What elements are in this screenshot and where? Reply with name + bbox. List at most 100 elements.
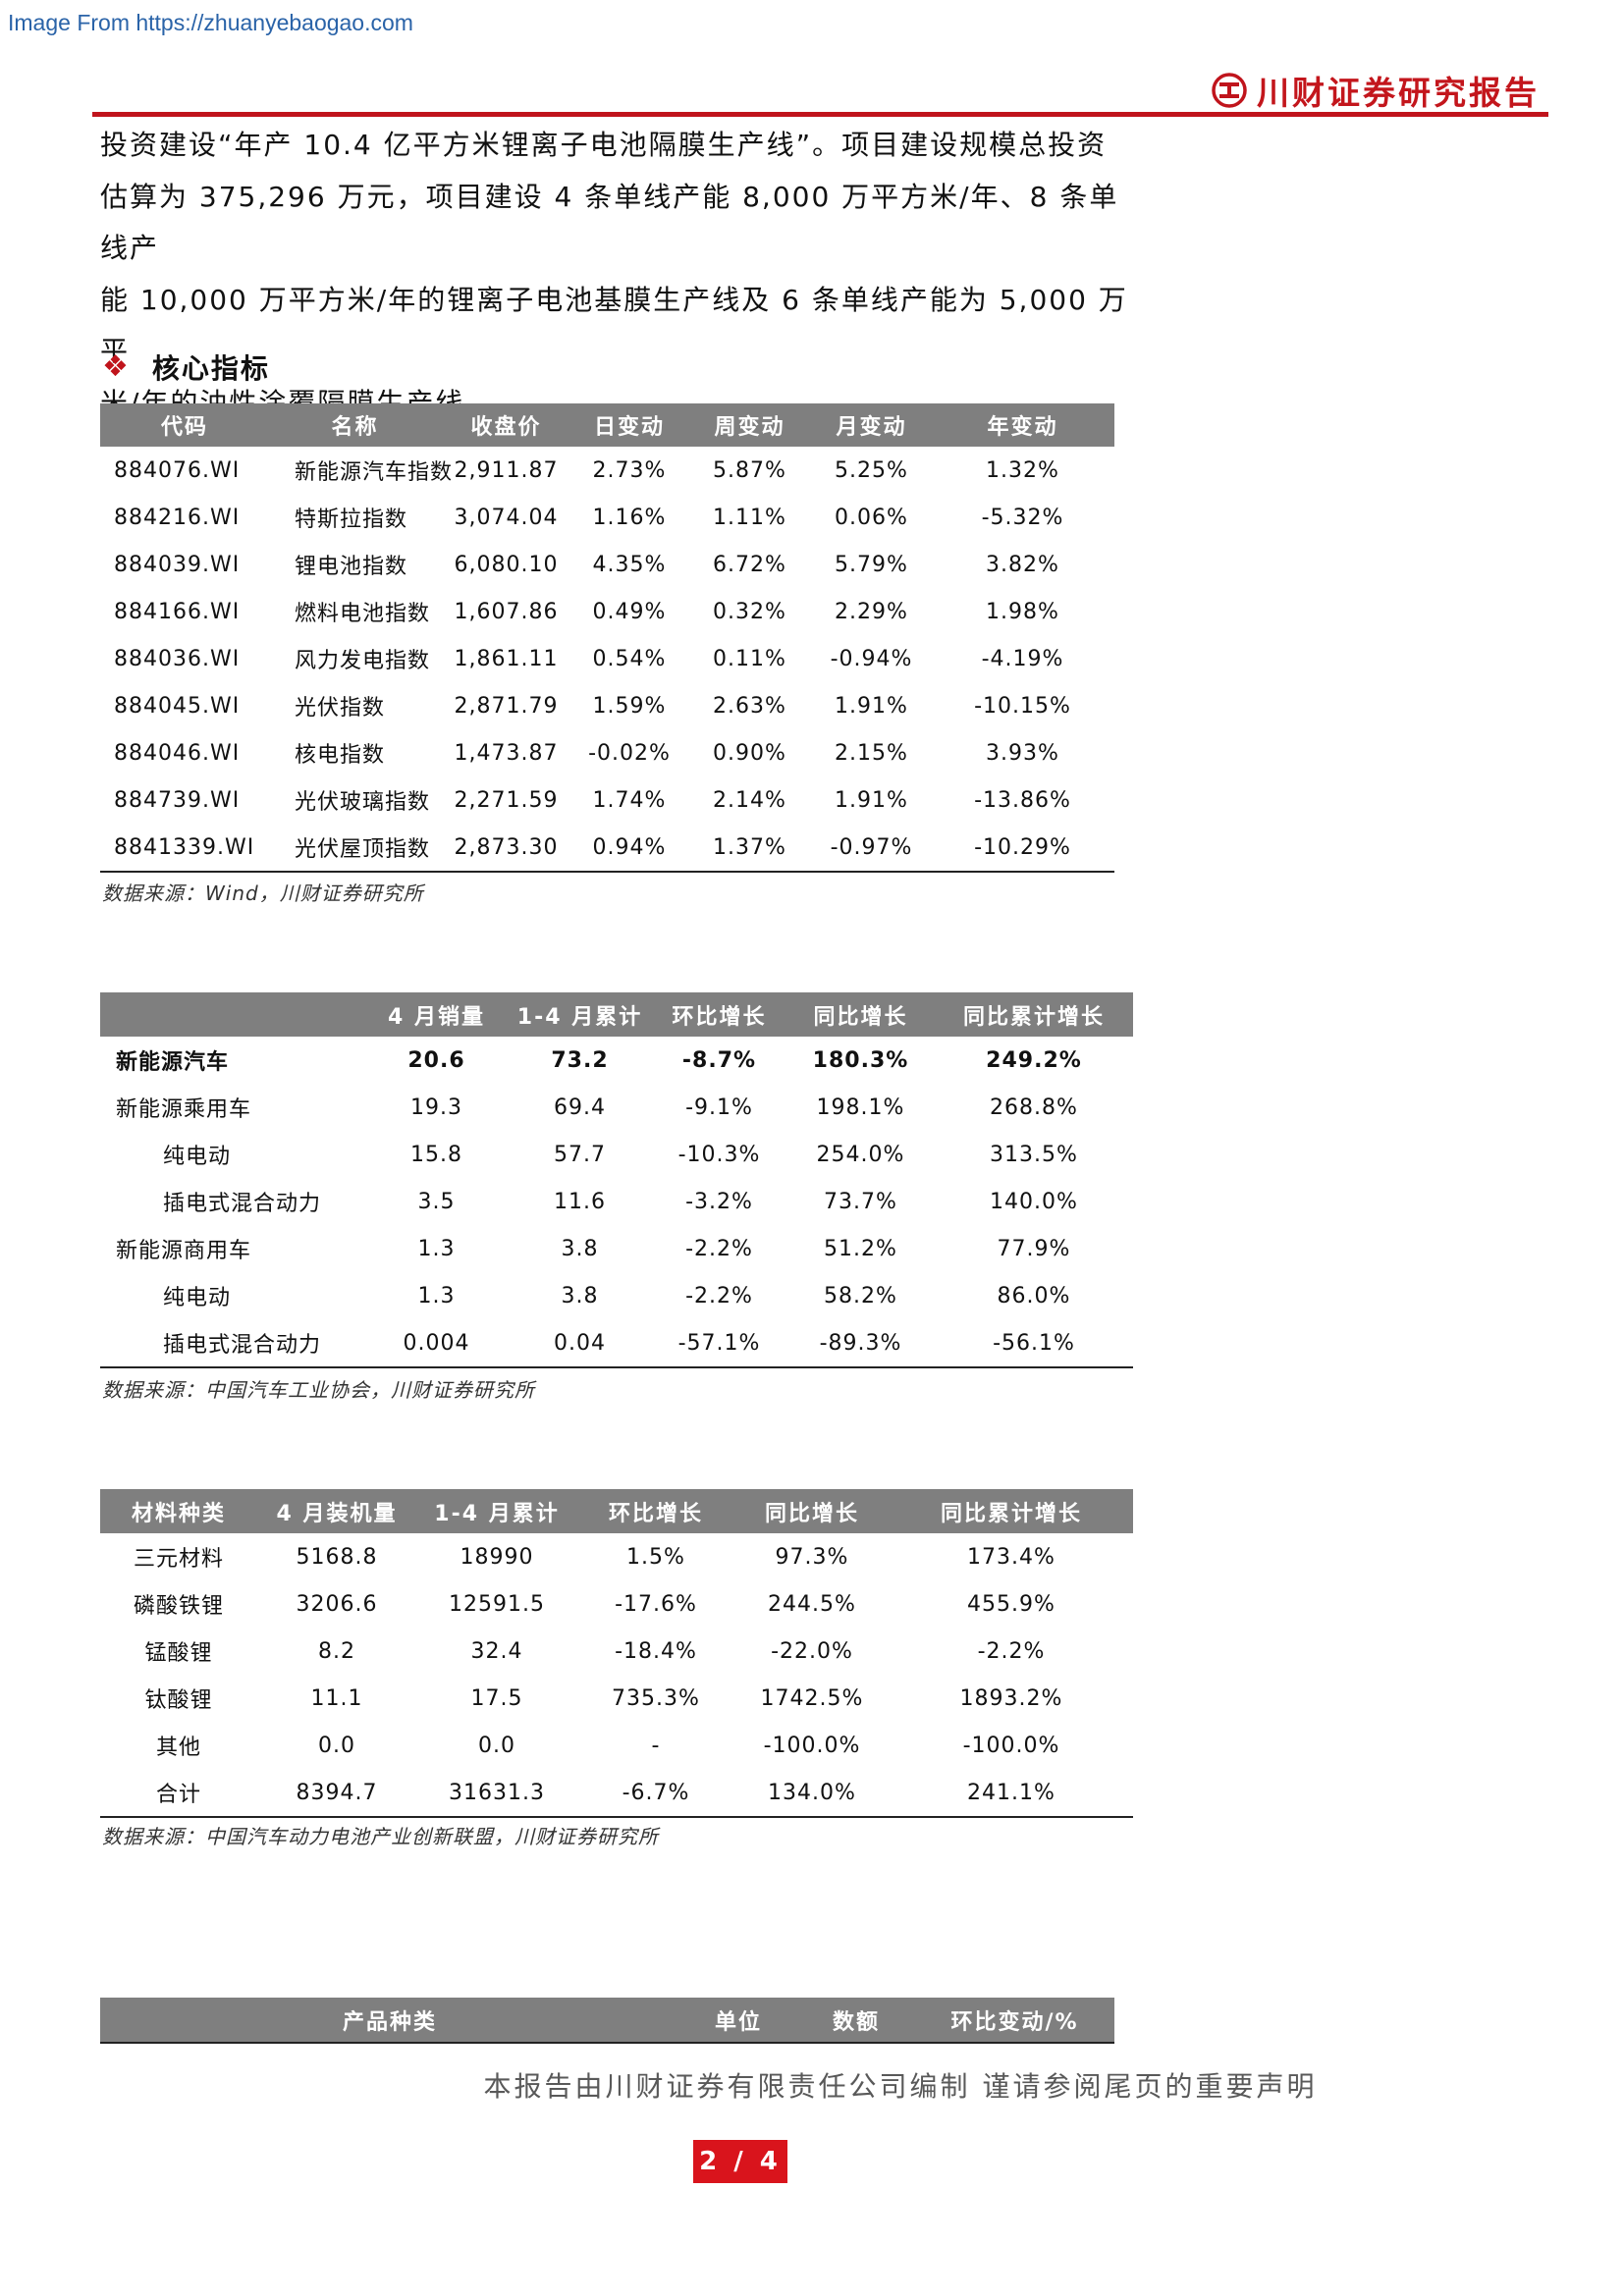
table-cell: 1.98% (986, 599, 1059, 624)
table-cell: 8.2 (318, 1638, 355, 1664)
footer-disclaimer: 本报告由川财证券有限责任公司编制 谨请参阅尾页的重要声明 (483, 2070, 1318, 2103)
nev-sales-table: 4 月销量 1-4 月累计 环比增长 同比增长 同比累计增长 新能源汽车 20.6… (100, 992, 1133, 1368)
table-cell: 198.1% (816, 1095, 905, 1120)
brand-name: 川财证券研究报告 (1257, 74, 1540, 112)
table-cell: 249.2% (986, 1047, 1082, 1073)
table-row: 新能源乘用车 19.3 69.4 -9.1% 198.1% 268.8% (100, 1084, 1133, 1131)
table-cell: 31631.3 (416, 1769, 577, 1818)
column-header: 环比变动/% (915, 1998, 1114, 2044)
table-cell: 1,607.86 (454, 599, 559, 624)
section-heading: ❖ 核心指标 (102, 347, 270, 387)
table-cell: 884739.WI (114, 787, 241, 813)
table-header-row: 代码 名称 收盘价 日变动 周变动 月变动 年变动 (100, 403, 1114, 447)
table-row: 884039.WI 锂电池指数 6,080.10 4.35% 6.72% 5.79% 3.8… (100, 541, 1114, 588)
column-header: 周变动 (687, 403, 812, 447)
table-row: 插电式混合动力 3.5 11.6 -3.2% 73.7% 140.0% (100, 1178, 1133, 1225)
table-cell: 241.1% (890, 1769, 1133, 1818)
table-row: 磷酸铁锂 3206.6 12591.5 -17.6% 244.5% 455.9% (100, 1580, 1133, 1628)
table-cell: 3.5 (417, 1189, 456, 1214)
table-cell: 5.25% (835, 457, 908, 483)
table-cell: 1.11% (713, 505, 786, 530)
table-cell: 新能源汽车指数 (295, 460, 454, 485)
table-cell: 0.49% (592, 599, 667, 624)
column-header: 4 月装机量 (257, 1489, 416, 1533)
table-cell: -3.2% (685, 1189, 753, 1214)
column-header: 收盘价 (441, 403, 571, 447)
column-header: 环比增长 (577, 1489, 734, 1533)
column-header: 4 月销量 (365, 992, 508, 1037)
table-cell: 1893.2% (959, 1685, 1063, 1711)
table-cell: -8.7% (681, 1047, 757, 1073)
table-cell: 1.3 (417, 1283, 456, 1308)
column-header: 同比增长 (786, 992, 935, 1037)
table-row: 新能源汽车 20.6 73.2 -8.7% 180.3% 249.2% (100, 1037, 1133, 1084)
table-cell: 3.82% (986, 552, 1059, 577)
product-table: 产品种类 单位 数额 环比变动/% (100, 1998, 1114, 2044)
intro-line: 能 10,000 万平方米/年的锂离子电池基膜生产线及 6 条单线产能为 5,0… (100, 283, 1128, 368)
table-cell: 0.04 (508, 1319, 652, 1368)
table-cell: 2,871.79 (454, 693, 559, 719)
table-row: 纯电动 15.8 57.7 -10.3% 254.0% 313.5% (100, 1131, 1133, 1178)
section-title: 核心指标 (151, 352, 270, 385)
table-cell: 1.5% (626, 1544, 685, 1570)
table-cell: -22.0% (771, 1638, 853, 1664)
table-cell: 18990 (460, 1544, 534, 1570)
table-cell: 1.3 (417, 1236, 456, 1261)
table-cell: 钛酸锂 (144, 1688, 213, 1713)
table-header-row: 4 月销量 1-4 月累计 环比增长 同比增长 同比累计增长 (100, 992, 1133, 1037)
table2-source: 数据来源：中国汽车工业协会，川财证券研究所 (102, 1378, 535, 1402)
table-cell: 268.8% (990, 1095, 1078, 1120)
table-cell: 0.06% (835, 505, 908, 530)
table-row: 新能源商用车 1.3 3.8 -2.2% 51.2% 77.9% (100, 1225, 1133, 1272)
table-cell: 32.4 (470, 1638, 523, 1664)
table-cell: -100.0% (763, 1733, 861, 1758)
table-row: 插电式混合动力 0.004 0.04 -57.1% -89.3% -56.1% (100, 1319, 1133, 1368)
table-cell: 光伏指数 (295, 696, 386, 721)
watermark-link[interactable]: Image From https://zhuanyebaogao.com (8, 10, 413, 35)
table-cell: 15.8 (410, 1142, 462, 1167)
table-row: 884045.WI 光伏指数 2,871.79 1.59% 2.63% 1.91% -10.… (100, 682, 1114, 729)
table-row: 8841339.WI 光伏屋顶指数 2,873.30 0.94% 1.37% -0.97%… (100, 824, 1114, 873)
table-cell: 核电指数 (295, 743, 386, 768)
table-cell: 0.94% (571, 824, 687, 873)
header-rule (92, 112, 1548, 117)
column-header: 环比增长 (652, 992, 786, 1037)
table-cell: 纯电动 (163, 1286, 232, 1310)
table-cell: 新能源商用车 (116, 1239, 252, 1263)
table-row: 884036.WI 风力发电指数 1,861.11 0.54% 0.11% -0.94% -… (100, 635, 1114, 682)
table-cell: 6.72% (713, 552, 786, 577)
table-cell: 0.54% (592, 646, 667, 671)
table-cell: 244.5% (768, 1591, 856, 1617)
table-cell: 73.2 (551, 1047, 609, 1073)
table-cell: 1.74% (592, 787, 667, 813)
table-cell: -13.86% (974, 787, 1071, 813)
table-cell: -6.7% (577, 1769, 734, 1818)
table-cell: 2.29% (835, 599, 908, 624)
table-row: 884046.WI 核电指数 1,473.87 -0.02% 0.90% 2.15% 3.9… (100, 729, 1114, 776)
table-cell: -4.19% (981, 646, 1064, 671)
table-cell: 884045.WI (114, 693, 241, 719)
table-cell: 140.0% (990, 1189, 1078, 1214)
intro-line: 投资建设“年产 10.4 亿平方米锂离子电池隔膜生产线”。项目建设规模总投资 (100, 129, 1108, 161)
column-header: 同比累计增长 (935, 992, 1133, 1037)
table-cell: 97.3% (775, 1544, 849, 1570)
table-cell: 0.11% (713, 646, 786, 671)
table-cell: -100.0% (962, 1733, 1060, 1758)
table-cell: -18.4% (615, 1638, 697, 1664)
column-header: 1-4 月累计 (508, 992, 652, 1037)
table-cell: 134.0% (734, 1769, 890, 1818)
table-cell: - (651, 1733, 661, 1758)
table-cell: 纯电动 (163, 1145, 232, 1169)
table-cell: -5.32% (981, 505, 1064, 530)
table-cell: 插电式混合动力 (100, 1319, 365, 1368)
table-row: 三元材料 5168.8 18990 1.5% 97.3% 173.4% (100, 1533, 1133, 1580)
table-cell: 0.90% (713, 740, 786, 766)
table-cell: 12591.5 (449, 1591, 545, 1617)
table-cell: 3,074.04 (454, 505, 559, 530)
table-cell: 新能源汽车 (116, 1050, 230, 1075)
table-row: 纯电动 1.3 3.8 -2.2% 58.2% 86.0% (100, 1272, 1133, 1319)
table-cell: 1.37% (687, 824, 812, 873)
table-cell: 58.2% (824, 1283, 897, 1308)
table-cell: 8841339.WI (100, 824, 269, 873)
table-cell: 锰酸锂 (144, 1641, 213, 1666)
